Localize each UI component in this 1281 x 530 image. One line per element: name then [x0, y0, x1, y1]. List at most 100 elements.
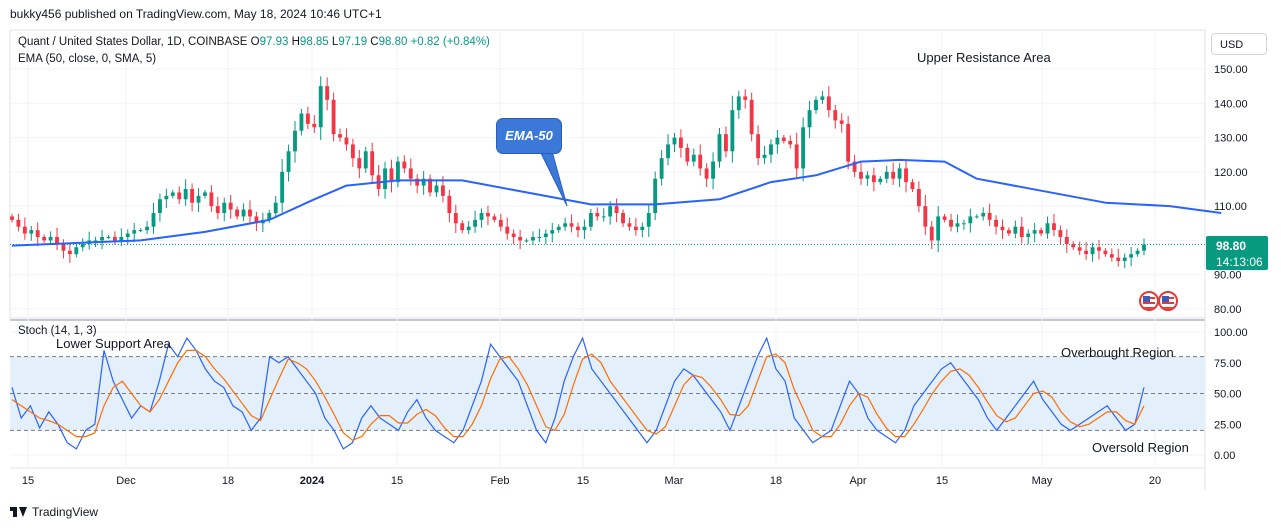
- candle-body: [608, 206, 613, 217]
- candle-body: [730, 110, 735, 152]
- candle-body: [717, 134, 722, 162]
- candle-body: [833, 110, 838, 121]
- candle-body: [222, 202, 227, 213]
- us-flag-icon[interactable]: [1158, 291, 1178, 311]
- candle-body: [383, 168, 387, 189]
- y-tick-label: 150.00: [1214, 64, 1248, 76]
- candle-body: [466, 226, 471, 231]
- candle-body: [807, 110, 812, 128]
- candle-body: [441, 185, 445, 196]
- candle-body: [878, 178, 883, 183]
- stoch-y-tick-label: 75.00: [1214, 358, 1242, 370]
- candle-body: [511, 233, 516, 237]
- candle-body: [331, 99, 336, 135]
- candle-body: [460, 223, 465, 231]
- x-tick-label: 15: [22, 475, 34, 487]
- candle-body: [35, 230, 40, 237]
- candle-body: [659, 158, 664, 179]
- candle-body: [563, 223, 568, 227]
- candle-body: [254, 216, 259, 224]
- candle-body: [273, 202, 278, 213]
- candle-body: [891, 171, 896, 179]
- candle-body: [794, 144, 799, 169]
- candle-body: [601, 216, 606, 218]
- candle-body: [1064, 237, 1069, 244]
- candle-body: [839, 120, 844, 124]
- ema-50-line: [11, 158, 1222, 247]
- candle-body: [402, 161, 407, 169]
- candle-body: [22, 226, 27, 234]
- candle-body: [338, 134, 342, 138]
- candle-body: [814, 99, 818, 111]
- candle-body: [177, 192, 182, 200]
- stoch-legend[interactable]: Stoch (14, 1, 3): [18, 325, 97, 337]
- candle-body: [10, 216, 14, 220]
- candle-body: [595, 213, 600, 217]
- candle-body: [42, 237, 47, 241]
- candle-body: [106, 237, 111, 238]
- candle-body: [370, 151, 375, 176]
- legend-open: 97.93: [259, 36, 289, 48]
- candle-body: [1000, 226, 1005, 231]
- candle-body: [929, 226, 934, 241]
- candle-body: [569, 223, 574, 227]
- candle-body: [820, 96, 825, 100]
- candle-body: [473, 219, 478, 227]
- legend-high: 98.85: [299, 36, 329, 48]
- candle-body: [1032, 230, 1037, 234]
- candle-body: [936, 216, 941, 241]
- candle-body: [711, 161, 715, 179]
- candle-body: [981, 213, 986, 217]
- candle-body: [1084, 250, 1089, 255]
- candle-body: [640, 226, 645, 231]
- candle-body: [672, 137, 677, 145]
- candle-body: [961, 223, 966, 225]
- candle-body: [524, 240, 529, 242]
- candle-body: [949, 219, 953, 227]
- candle-body: [910, 182, 915, 189]
- tradingview-footer[interactable]: TradingView: [10, 505, 98, 519]
- candle-body: [775, 137, 780, 145]
- stoch-y-tick-label: 50.00: [1214, 389, 1242, 401]
- candle-body: [749, 99, 754, 135]
- candle-body: [67, 250, 72, 255]
- candle-body: [955, 223, 960, 227]
- stoch-band: [10, 356, 1205, 431]
- candle-body: [1103, 250, 1108, 255]
- candle-body: [125, 233, 130, 237]
- currency-button[interactable]: USD: [1211, 33, 1267, 55]
- candle-body: [248, 209, 252, 217]
- candle-body: [421, 178, 426, 186]
- candle-body: [884, 171, 889, 179]
- candle-body: [987, 213, 992, 220]
- legend-indicator[interactable]: EMA (50, close, 0, SMA, 5): [18, 53, 157, 65]
- y-tick-label: 80.00: [1214, 304, 1242, 316]
- candle-body: [678, 137, 683, 148]
- candle-body: [1013, 226, 1018, 234]
- candle-body: [112, 237, 117, 241]
- candle-body: [389, 168, 394, 183]
- candle-body: [788, 141, 793, 145]
- ema-callout: EMA-50: [496, 118, 562, 154]
- candle-body: [543, 233, 548, 237]
- x-tick-label: 18: [770, 475, 782, 487]
- us-flag-icon[interactable]: [1139, 291, 1159, 311]
- candle-body: [145, 226, 149, 231]
- legend-l-label: L: [331, 36, 339, 48]
- candle-body: [756, 134, 761, 159]
- candle-body: [235, 209, 240, 217]
- last-price-tag: 98.80 14:13:06: [1206, 236, 1268, 270]
- candle-body: [80, 243, 85, 248]
- candle-body: [743, 96, 748, 100]
- candle-body: [646, 213, 651, 227]
- candle-body: [633, 226, 638, 231]
- candle-body: [550, 230, 555, 234]
- candle-body: [1077, 247, 1082, 251]
- legend-symbol-line: Quant / United States Dollar, 1D, COINBA…: [18, 36, 490, 48]
- candle-body: [1039, 230, 1044, 234]
- legend-h-label: H: [291, 36, 300, 48]
- candle-body: [61, 243, 66, 251]
- stoch-y-tick-label: 25.00: [1214, 419, 1242, 431]
- candle-body: [293, 130, 297, 152]
